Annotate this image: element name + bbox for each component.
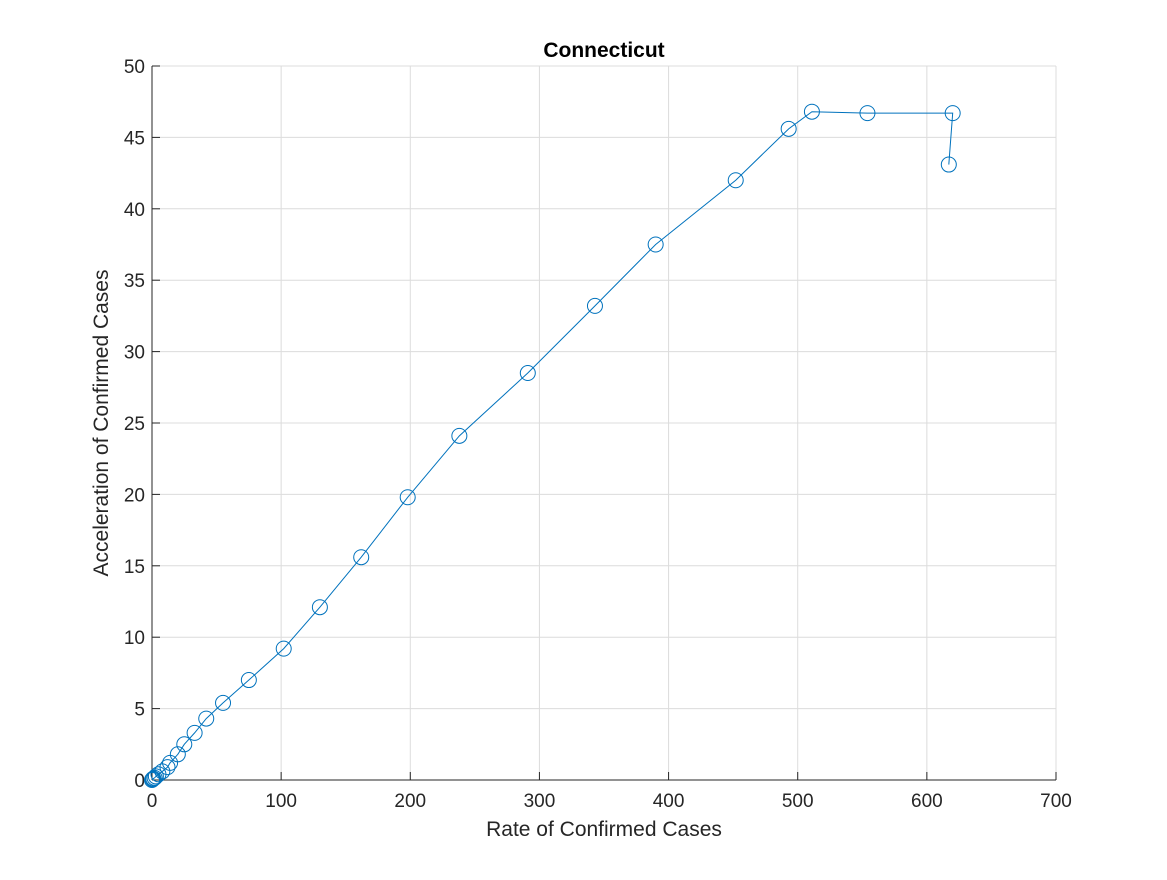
y-tick-label: 10 xyxy=(124,628,145,649)
data-point-marker xyxy=(176,736,193,753)
data-point-marker xyxy=(169,746,186,763)
y-tick-label: 35 xyxy=(124,271,145,292)
y-tick-label: 0 xyxy=(134,771,145,792)
y-tick-label: 15 xyxy=(124,557,145,578)
y-tick-label: 50 xyxy=(124,57,145,78)
data-point-marker xyxy=(275,640,292,657)
data-point-marker xyxy=(311,599,328,616)
data-point-marker xyxy=(451,427,468,444)
x-tick-label: 200 xyxy=(394,791,426,812)
x-tick-label: 300 xyxy=(524,791,556,812)
data-point-marker xyxy=(519,365,536,382)
x-axis-label: Rate of Confirmed Cases xyxy=(486,818,722,841)
x-tick-label: 100 xyxy=(265,791,297,812)
x-tick-label: 500 xyxy=(782,791,814,812)
data-point-marker xyxy=(647,236,664,253)
data-point-marker xyxy=(215,694,232,711)
y-tick-label: 5 xyxy=(134,700,145,721)
data-point-marker xyxy=(147,768,164,785)
y-tick-label: 30 xyxy=(124,343,145,364)
x-tick-labels: 0 100 200 300 400 500 600 700 xyxy=(147,791,1072,812)
data-point-marker xyxy=(186,724,203,741)
data-point-marker xyxy=(159,759,176,776)
y-tick-labels: 0 5 10 15 20 25 30 35 40 45 50 xyxy=(124,57,145,792)
data-point-marker xyxy=(240,672,257,689)
data-point-marker xyxy=(144,772,160,788)
axes xyxy=(151,65,1057,781)
x-tick-label: 600 xyxy=(911,791,943,812)
x-tick-label: 700 xyxy=(1040,791,1072,812)
data-point-marker xyxy=(586,297,603,314)
data-point-marker xyxy=(198,710,215,727)
data-point-marker xyxy=(803,103,820,120)
y-tick-label: 20 xyxy=(124,485,145,506)
x-tick-label: 400 xyxy=(653,791,685,812)
y-tick-label: 25 xyxy=(124,414,145,435)
x-tick-label: 0 xyxy=(147,791,158,812)
y-tick-label: 45 xyxy=(124,128,145,149)
data-point-marker xyxy=(353,549,370,566)
chart-title: Connecticut xyxy=(543,39,664,62)
data-point-marker xyxy=(727,172,744,189)
data-point-marker xyxy=(780,120,797,137)
data-point-marker xyxy=(940,156,957,173)
y-axis-label: Acceleration of Confirmed Cases xyxy=(90,270,113,577)
data-point-marker xyxy=(399,489,416,506)
data-point-marker xyxy=(859,105,876,122)
data-point-marker xyxy=(144,771,161,788)
data-point-marker xyxy=(944,105,961,122)
data-series xyxy=(144,103,961,788)
y-tick-label: 40 xyxy=(124,200,145,221)
